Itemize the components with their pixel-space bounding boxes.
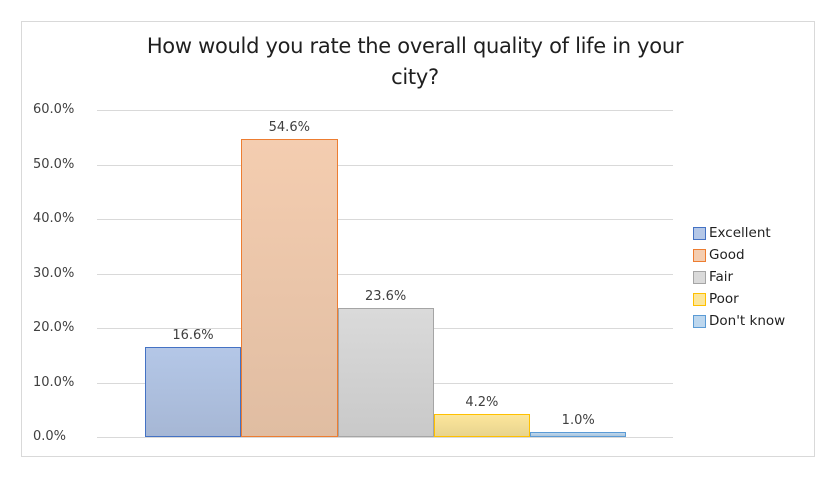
- bar-good: [241, 139, 338, 437]
- y-tick-label: 0.0%: [33, 429, 67, 444]
- y-tick-label: 60.0%: [33, 102, 75, 117]
- y-tick-label: 50.0%: [33, 157, 75, 172]
- legend-swatch: [693, 292, 706, 306]
- data-label: 23.6%: [364, 289, 407, 305]
- gridline: [97, 219, 673, 220]
- legend-item: Good: [693, 244, 785, 266]
- gridline: [97, 165, 673, 166]
- legend-label: Excellent: [709, 225, 771, 241]
- chart-title: How would you rate the overall quality o…: [0, 31, 830, 93]
- legend-item: Poor: [693, 288, 785, 310]
- gridline: [97, 437, 673, 438]
- legend-label: Don't know: [709, 313, 786, 329]
- legend-swatch: [693, 248, 706, 262]
- bar-don-t-know: [530, 431, 627, 437]
- data-label: 16.6%: [172, 327, 214, 343]
- y-tick-label: 20.0%: [33, 320, 75, 335]
- legend-label: Good: [709, 247, 745, 263]
- bar-poor: [433, 414, 531, 437]
- data-label: 1.0%: [561, 412, 595, 428]
- bar-fair: [337, 308, 434, 437]
- data-label: 54.6%: [268, 120, 310, 136]
- chart-title-line-1: How would you rate the overall quality o…: [146, 34, 684, 58]
- legend-swatch: [693, 226, 706, 240]
- chart-title-line-2: city?: [391, 65, 439, 89]
- legend: Excellent Good Fair Poor Don't know: [693, 222, 785, 332]
- bar-excellent: [145, 346, 242, 437]
- legend-item: Don't know: [693, 310, 785, 332]
- y-tick-label: 30.0%: [33, 266, 75, 281]
- legend-swatch: [693, 314, 706, 328]
- legend-item: Excellent: [693, 222, 785, 244]
- legend-item: Fair: [693, 266, 785, 288]
- legend-label: Poor: [709, 291, 739, 307]
- gridline: [97, 274, 673, 275]
- legend-swatch: [693, 270, 706, 284]
- gridline: [97, 110, 673, 111]
- legend-label: Fair: [709, 269, 734, 285]
- y-tick-label: 10.0%: [33, 375, 75, 390]
- y-tick-label: 40.0%: [33, 211, 75, 226]
- data-label: 4.2%: [465, 395, 499, 411]
